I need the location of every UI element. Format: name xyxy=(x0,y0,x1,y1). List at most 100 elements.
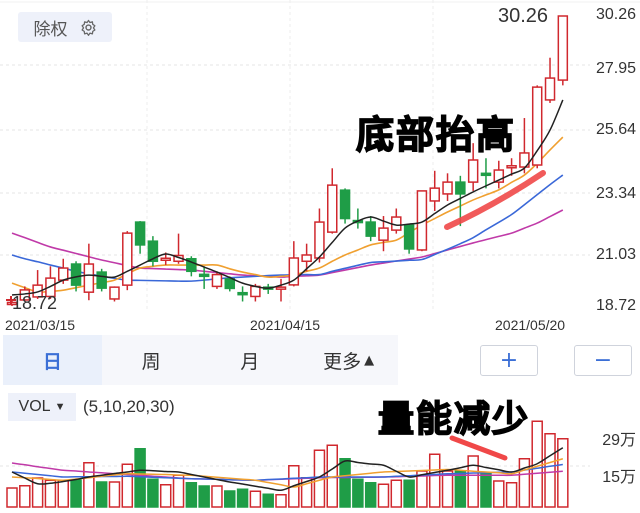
candle-up xyxy=(275,286,287,290)
tab-week[interactable]: 周 xyxy=(141,350,161,373)
volume-bar xyxy=(441,470,454,508)
candle-up xyxy=(301,254,312,263)
volume-annotation: 量能减少 xyxy=(377,397,531,441)
candle-up xyxy=(83,263,95,293)
tab-month[interactable]: 月 xyxy=(240,350,260,373)
volume-bar xyxy=(505,482,518,508)
candle-down xyxy=(70,263,82,286)
zoom-out-button[interactable]: − xyxy=(574,345,632,376)
annotation-stroke xyxy=(449,435,508,461)
price-tick: 30.26 xyxy=(595,6,636,23)
candle-down xyxy=(480,172,492,177)
candle-down xyxy=(198,273,210,278)
volume-bar xyxy=(6,487,18,508)
volume-bar xyxy=(121,463,134,508)
adjust-button[interactable]: 除权 xyxy=(18,12,112,42)
tab-more-label: 更多 xyxy=(323,350,362,373)
max-price-label: 30.26 xyxy=(498,5,549,27)
volume-bar xyxy=(134,448,146,508)
price-tick: 23.34 xyxy=(595,185,636,202)
candle-up xyxy=(109,286,120,300)
tab-more[interactable]: 更多 ▲ xyxy=(299,335,398,385)
price-ma20-line xyxy=(11,174,564,283)
price-ma30-line xyxy=(11,209,564,278)
candle-down xyxy=(96,271,107,289)
price-tick: 21.03 xyxy=(595,246,636,263)
candle-down xyxy=(134,221,146,246)
candle-down xyxy=(455,181,466,195)
gear-icon[interactable] xyxy=(80,19,97,36)
price-tick: 27.95 xyxy=(595,60,636,77)
price-tick: 25.64 xyxy=(595,121,636,138)
volume-bar xyxy=(108,481,121,508)
candle-up xyxy=(122,232,133,286)
volume-bar xyxy=(339,458,351,508)
candle-down xyxy=(339,189,351,220)
price-tick: 18.72 xyxy=(595,297,636,314)
candle-up xyxy=(211,273,223,288)
volume-bar xyxy=(262,493,274,508)
candle-up xyxy=(250,285,261,298)
volume-bar xyxy=(70,479,82,508)
price-ma5-line xyxy=(11,99,564,296)
volume-bar xyxy=(159,484,172,508)
date-tick: 2021/04/15 xyxy=(250,317,321,333)
volume-bar xyxy=(83,462,95,508)
candle-up xyxy=(288,257,300,286)
zoom-in-button[interactable]: + xyxy=(480,345,538,376)
candle-up xyxy=(57,267,69,281)
volume-bar xyxy=(377,483,390,508)
volume-params: (5,10,20,30) xyxy=(83,397,175,416)
price-annotation: 底部抬高 xyxy=(355,111,517,158)
candle-up xyxy=(327,184,338,233)
min-marker-icon xyxy=(6,296,16,305)
volume-bar xyxy=(454,470,467,508)
volume-indicator-select[interactable]: VOL ▼ xyxy=(8,393,76,421)
volume-bar xyxy=(19,485,31,508)
volume-ma5-line xyxy=(11,447,564,492)
candle-up xyxy=(429,187,440,202)
period-tabs: 日 周 月 更多 ▲ xyxy=(3,335,398,385)
volume-bar xyxy=(544,433,556,508)
candle-up xyxy=(45,277,56,298)
volume-bar xyxy=(236,488,249,508)
volume-bar xyxy=(352,478,364,508)
volume-bar xyxy=(403,479,415,508)
volume-bar xyxy=(249,490,262,508)
volume-ma10-line xyxy=(11,458,564,488)
candle-up xyxy=(506,165,517,169)
candle-up xyxy=(531,86,543,166)
candle-up xyxy=(467,159,479,183)
candle-up xyxy=(544,77,556,101)
volume-bar xyxy=(518,458,531,508)
candle-up xyxy=(442,181,453,195)
annotation-stroke xyxy=(444,170,546,230)
candle-down xyxy=(147,240,159,263)
volume-bar xyxy=(57,479,69,508)
adjust-label: 除权 xyxy=(33,19,68,40)
volume-bar xyxy=(480,472,492,508)
candle-down xyxy=(237,291,248,296)
candle-down xyxy=(403,224,415,250)
date-tick: 2021/05/20 xyxy=(495,317,566,333)
candle-down xyxy=(365,221,376,237)
caret-up-icon: ▲ xyxy=(364,352,375,368)
volume-bar xyxy=(211,485,223,508)
volume-bar xyxy=(275,494,287,508)
candle-down xyxy=(224,278,236,290)
volume-bar xyxy=(493,480,505,508)
candle-up xyxy=(493,169,505,183)
candle-up xyxy=(160,257,171,262)
candle-up xyxy=(391,216,402,231)
tab-day[interactable]: 日 xyxy=(3,335,102,385)
volume-bar xyxy=(467,455,479,508)
volume-bar xyxy=(224,490,236,508)
date-tick: 2021/03/15 xyxy=(5,317,76,333)
candle-down xyxy=(186,258,197,273)
volume-indicator-label: VOL xyxy=(18,398,51,415)
volume-bar xyxy=(172,474,185,508)
volume-bar xyxy=(390,479,403,508)
volume-bar xyxy=(557,438,569,508)
